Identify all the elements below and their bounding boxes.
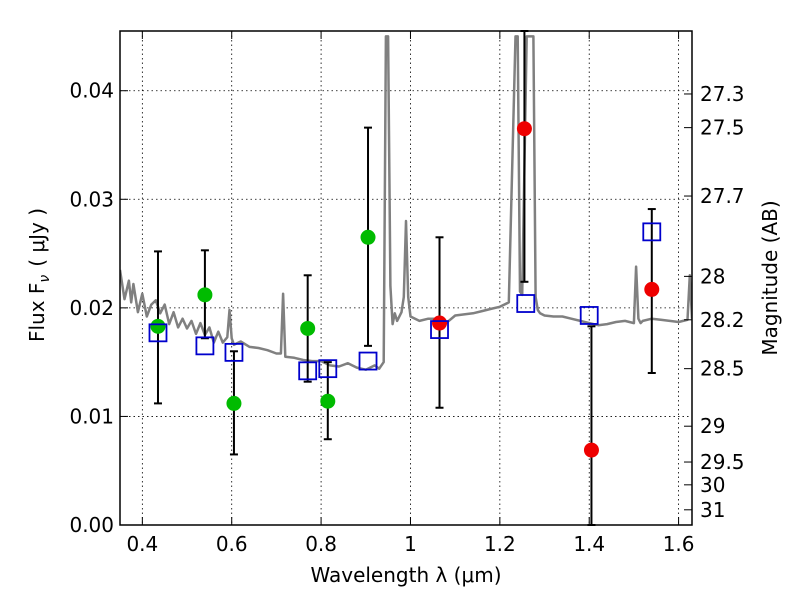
x-tick-label: 0.4	[126, 532, 158, 556]
green-data-point	[150, 318, 166, 334]
right-tick-label: 31	[700, 498, 725, 522]
right-tick-label: 30	[700, 473, 725, 497]
model-square-point	[430, 320, 449, 339]
y-axis-title-main: Flux F	[25, 283, 49, 342]
red-data-point	[516, 121, 532, 137]
green-data-point	[300, 320, 316, 336]
right-tick-label: 29	[700, 414, 725, 438]
x-tick-label: 0.6	[216, 532, 248, 556]
model-square-point	[642, 222, 662, 242]
model-square-point	[148, 323, 168, 343]
red-data-point	[644, 281, 660, 297]
y-tick-label: 0.02	[69, 296, 114, 320]
x-tick-label: 1.2	[484, 532, 516, 556]
green-data-point	[320, 393, 336, 409]
model-square-point	[358, 351, 378, 371]
model-square-point	[224, 342, 244, 362]
y-axis-title: Flux Fν ( μJy )	[25, 208, 53, 342]
right-tick-label: 27.7	[700, 184, 745, 208]
model-square-point	[318, 359, 338, 379]
x-tick-label: 1.4	[573, 532, 605, 556]
right-tick-label: 27.5	[700, 116, 745, 140]
y-axis-title-sub: ν	[37, 275, 53, 283]
spectrum-line	[120, 35, 692, 371]
red-data-point	[432, 315, 448, 331]
model-square-point	[516, 294, 536, 313]
right-axis-title: Magnitude (AB)	[758, 200, 782, 355]
marker-layer	[148, 121, 662, 458]
right-tick-label: 28	[700, 264, 725, 288]
model-square-point	[195, 336, 215, 356]
red-data-point	[583, 442, 599, 458]
y-tick-label: 0.01	[69, 404, 114, 428]
plot-frame	[119, 30, 693, 526]
green-data-point	[197, 287, 213, 303]
svg-text:Flux Fν( μJy ): Flux Fν ( μJy )	[25, 208, 53, 342]
model-square-point	[579, 306, 599, 325]
green-data-point	[360, 229, 376, 245]
y-tick-label: 0.03	[69, 187, 114, 211]
tick-layer: 0.4 0.6 0.8 1 1.2 1.4 1.6 0.00 0.01 0.02 0.03 0.04 2…	[69, 31, 745, 556]
model-square-point	[298, 361, 318, 381]
right-tick-label: 29.5	[700, 450, 745, 474]
right-tick-label: 28.2	[700, 308, 745, 332]
right-tick-label: 28.5	[700, 357, 745, 381]
y-tick-label: 0.04	[69, 79, 114, 103]
x-tick-label: 1.6	[663, 532, 695, 556]
x-axis-title: Wavelength λ (μm)	[310, 563, 501, 587]
spectrum-layer	[120, 35, 692, 371]
y-axis-title-unit: ( μJy )	[25, 208, 49, 267]
green-data-point	[226, 395, 242, 411]
right-tick-label: 27.3	[700, 82, 745, 106]
y-tick-label: 0.00	[69, 513, 114, 537]
x-tick-label: 0.8	[305, 532, 337, 556]
right-axis-title-text: Magnitude (AB)	[758, 200, 782, 355]
x-tick-label: 1	[404, 532, 417, 556]
